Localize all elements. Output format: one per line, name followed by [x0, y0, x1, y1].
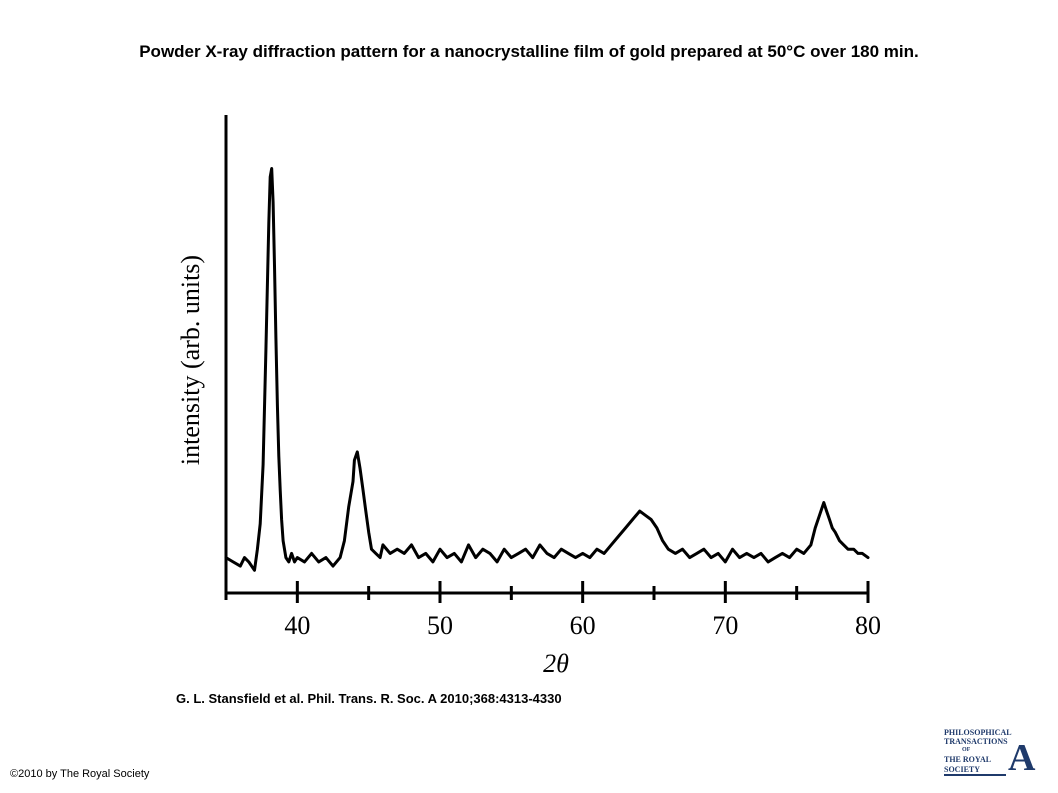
x-tick-label-50: 50: [427, 611, 453, 640]
x-axis-label: 2θ: [543, 649, 569, 678]
royal-society-logo: PHILOSOPHICAL TRANSACTIONS OF THE ROYAL …: [944, 728, 1036, 779]
citation: G. L. Stansfield et al. Phil. Trans. R. …: [176, 691, 562, 706]
x-tick-label-70: 70: [712, 611, 738, 640]
x-tick-label-60: 60: [570, 611, 596, 640]
y-axis-label: intensity (arb. units): [176, 255, 205, 465]
x-tick-label-40: 40: [284, 611, 310, 640]
logo-line-1: PHILOSOPHICAL: [944, 728, 1012, 737]
logo-line-4: THE ROYAL: [944, 755, 992, 764]
logo-divider: [944, 774, 1006, 776]
logo-letter: A: [1008, 737, 1036, 779]
x-tick-label-80: 80: [855, 611, 881, 640]
copyright-notice: ©2010 by The Royal Society: [10, 768, 150, 780]
xrd-chart: 40 50 60 70 80 intensity (arb. units) 2θ: [176, 115, 881, 678]
chart-title: Powder X-ray diffraction pattern for a n…: [139, 42, 919, 61]
logo-line-3: OF: [962, 747, 971, 753]
logo-line-2: TRANSACTIONS: [944, 737, 1008, 746]
logo-line-5: SOCIETY: [944, 765, 981, 774]
series-line-0: [224, 167, 870, 572]
